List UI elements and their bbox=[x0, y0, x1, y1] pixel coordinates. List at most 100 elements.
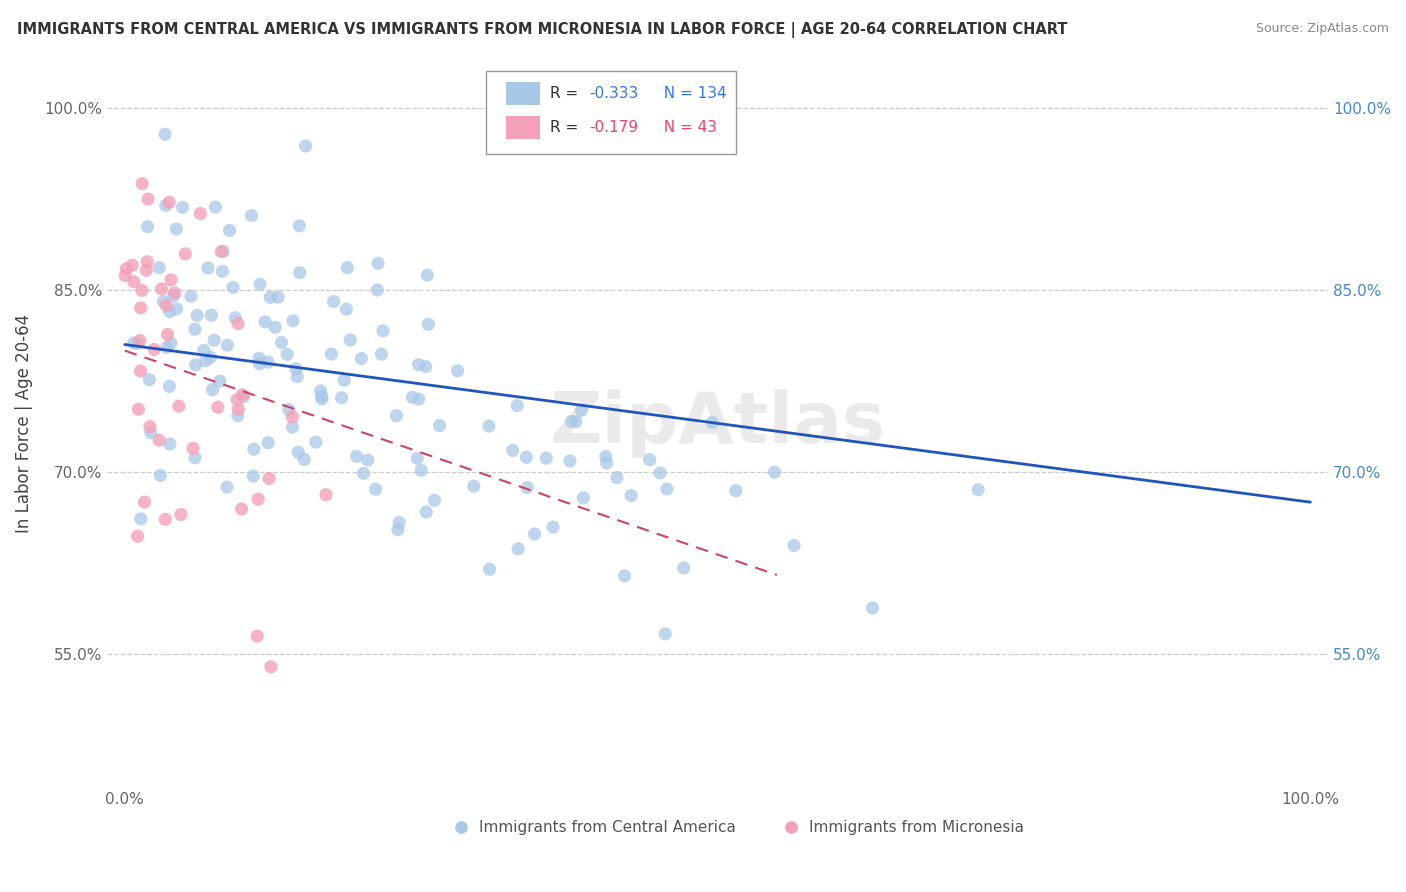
Point bbox=[215, 480, 238, 494]
Point bbox=[136, 192, 159, 206]
Point bbox=[558, 454, 581, 468]
Point bbox=[149, 468, 172, 483]
Point bbox=[115, 261, 138, 276]
Point bbox=[127, 336, 149, 351]
Point bbox=[596, 456, 619, 470]
Point bbox=[371, 324, 394, 338]
Point bbox=[256, 355, 278, 369]
Point bbox=[165, 222, 187, 236]
Point bbox=[242, 469, 264, 483]
Point bbox=[246, 629, 269, 643]
Point bbox=[311, 392, 333, 406]
Point bbox=[139, 419, 162, 434]
Point bbox=[139, 425, 162, 440]
Text: ZipAtlas: ZipAtlas bbox=[550, 389, 886, 458]
Point bbox=[184, 450, 207, 465]
Point bbox=[197, 260, 219, 275]
Point bbox=[270, 335, 292, 350]
Point bbox=[163, 285, 186, 300]
Point bbox=[336, 260, 359, 275]
Point bbox=[202, 333, 225, 347]
Point bbox=[134, 495, 156, 509]
Point bbox=[613, 569, 636, 583]
Point bbox=[387, 523, 409, 537]
Point bbox=[226, 409, 249, 423]
Point bbox=[188, 206, 211, 220]
Point bbox=[388, 516, 411, 530]
Point bbox=[350, 351, 373, 366]
Point bbox=[333, 373, 356, 387]
Point bbox=[288, 266, 311, 280]
Point bbox=[862, 601, 884, 615]
Point bbox=[408, 392, 430, 406]
Point bbox=[156, 341, 179, 355]
Point bbox=[247, 351, 270, 366]
Point bbox=[267, 290, 290, 304]
Point bbox=[166, 301, 188, 316]
Point bbox=[595, 450, 617, 464]
Point bbox=[353, 467, 375, 481]
Point bbox=[502, 443, 524, 458]
Point bbox=[277, 402, 299, 417]
Point bbox=[209, 244, 232, 259]
Point bbox=[370, 347, 392, 361]
Point bbox=[284, 361, 307, 376]
Point bbox=[228, 402, 250, 417]
Point bbox=[193, 343, 215, 358]
Point bbox=[259, 290, 281, 304]
Point bbox=[122, 336, 145, 351]
Point bbox=[321, 347, 343, 361]
Point bbox=[232, 390, 254, 404]
Point bbox=[162, 289, 184, 303]
Point bbox=[156, 327, 179, 342]
Point bbox=[478, 419, 501, 434]
Point bbox=[260, 659, 283, 673]
Point bbox=[127, 402, 149, 417]
Point bbox=[129, 301, 152, 315]
Point bbox=[155, 512, 177, 526]
Point bbox=[415, 359, 437, 374]
Point bbox=[231, 388, 253, 402]
Point bbox=[561, 414, 583, 428]
Point bbox=[364, 482, 387, 496]
Point bbox=[159, 379, 181, 393]
Point bbox=[136, 219, 159, 234]
Point bbox=[648, 466, 671, 480]
Point bbox=[572, 491, 595, 505]
Y-axis label: In Labor Force | Age 20-64: In Labor Force | Age 20-64 bbox=[15, 314, 32, 533]
Point bbox=[150, 282, 173, 296]
Text: IMMIGRANTS FROM CENTRAL AMERICA VS IMMIGRANTS FROM MICRONESIA IN LABOR FORCE | A: IMMIGRANTS FROM CENTRAL AMERICA VS IMMIG… bbox=[17, 22, 1067, 38]
Point bbox=[240, 209, 263, 223]
Point bbox=[243, 442, 266, 457]
Point bbox=[418, 318, 440, 332]
Point bbox=[305, 435, 328, 450]
Point bbox=[281, 420, 304, 434]
Point bbox=[724, 483, 747, 498]
Point bbox=[186, 309, 208, 323]
Point bbox=[287, 445, 309, 459]
Point bbox=[335, 302, 357, 317]
Text: Immigrants from Central America: Immigrants from Central America bbox=[479, 820, 737, 835]
Point bbox=[204, 200, 226, 214]
Point bbox=[224, 310, 246, 325]
Point bbox=[672, 561, 695, 575]
Point bbox=[155, 198, 177, 212]
Point bbox=[148, 260, 170, 275]
Point bbox=[702, 415, 724, 429]
Point bbox=[281, 314, 304, 328]
Point bbox=[429, 418, 451, 433]
Point bbox=[172, 200, 194, 214]
Point bbox=[194, 354, 217, 368]
Point bbox=[249, 277, 271, 292]
Point bbox=[208, 374, 231, 388]
Text: Source: ZipAtlas.com: Source: ZipAtlas.com bbox=[1256, 22, 1389, 36]
Point bbox=[143, 343, 166, 357]
Point bbox=[654, 627, 676, 641]
Point bbox=[638, 452, 661, 467]
Bar bbox=[506, 82, 540, 104]
Point bbox=[406, 451, 429, 466]
Point bbox=[174, 247, 197, 261]
Point bbox=[218, 223, 240, 237]
Point bbox=[159, 304, 181, 318]
Point bbox=[385, 409, 408, 423]
